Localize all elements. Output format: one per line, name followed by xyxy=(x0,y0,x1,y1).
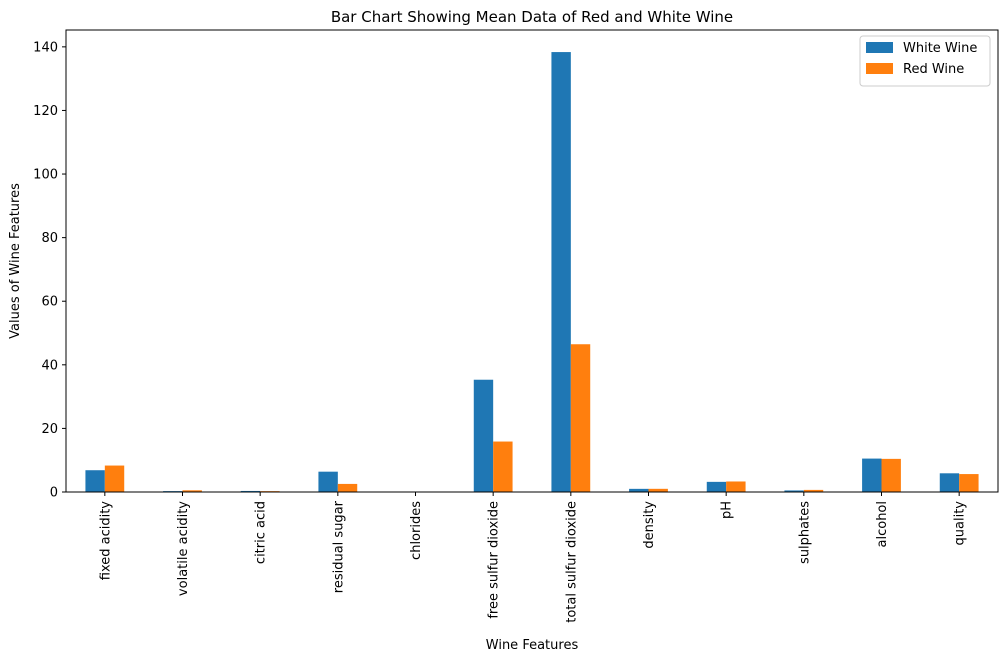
bar-red-wine-fixed-acidity xyxy=(104,465,125,492)
bar-red-wine-sulphates xyxy=(803,489,824,492)
bar-white-wine-sulphates xyxy=(784,490,804,492)
y-tick-label-80: 80 xyxy=(41,231,58,246)
x-tick-label-free-sulfur-dioxide: free sulfur dioxide xyxy=(487,501,502,619)
x-tick-label-alcohol: alcohol xyxy=(875,501,890,547)
y-axis: 0 20 40 60 80 100 120 140 xyxy=(33,40,66,501)
y-tick-label-60: 60 xyxy=(41,295,58,310)
legend-swatch-white-wine xyxy=(866,42,893,53)
y-tick-label-0: 0 xyxy=(50,486,58,501)
bar-white-wine-citric-acid xyxy=(240,490,261,492)
y-tick-label-20: 20 xyxy=(41,422,58,437)
bar-red-wine-alcohol xyxy=(881,458,901,492)
x-tick-label-ph: pH xyxy=(720,501,735,519)
bar-red-wine-free-sulfur-dioxide xyxy=(493,441,513,492)
bar-red-wine-density xyxy=(648,488,668,492)
bar-white-wine-residual-sugar xyxy=(318,471,338,492)
bar-red-wine-total-sulfur-dioxide xyxy=(570,344,591,492)
x-tick-label-citric-acid: citric acid xyxy=(254,501,269,564)
y-axis-label: Values of Wine Features xyxy=(8,183,23,339)
bars-group xyxy=(85,52,979,492)
bar-white-wine-fixed-acidity xyxy=(85,470,105,492)
legend-swatch-red-wine xyxy=(866,63,893,74)
bar-white-wine-free-sulfur-dioxide xyxy=(473,379,494,492)
x-axis: fixed acidity volatile acidity citric acid… xyxy=(98,492,968,623)
x-tick-label-residual-sugar: residual sugar xyxy=(331,500,346,593)
x-tick-label-fixed-acidity: fixed acidity xyxy=(98,501,113,581)
y-tick-label-100: 100 xyxy=(33,168,58,183)
bar-white-wine-ph xyxy=(706,481,727,492)
bar-red-wine-residual-sugar xyxy=(337,483,358,492)
legend-label-white-wine: White Wine xyxy=(903,41,977,56)
bar-white-wine-density xyxy=(629,488,649,492)
y-tick-label-140: 140 xyxy=(33,40,58,55)
x-tick-label-total-sulfur-dioxide: total sulfur dioxide xyxy=(564,501,579,623)
x-tick-label-chlorides: chlorides xyxy=(409,501,424,560)
bar-white-wine-total-sulfur-dioxide xyxy=(551,52,571,492)
bar-white-wine-quality xyxy=(939,473,960,492)
y-tick-label-120: 120 xyxy=(33,104,58,119)
legend: White Wine Red Wine xyxy=(859,35,991,87)
bar-red-wine-ph xyxy=(726,481,746,492)
y-tick-label-40: 40 xyxy=(41,358,58,373)
x-tick-label-sulphates: sulphates xyxy=(797,501,812,564)
x-axis-label: Wine Features xyxy=(486,638,579,653)
bar-red-wine-quality xyxy=(959,474,979,492)
x-tick-label-quality: quality xyxy=(953,501,968,546)
chart-title: Bar Chart Showing Mean Data of Red and W… xyxy=(331,8,733,26)
legend-label-red-wine: Red Wine xyxy=(903,62,964,77)
x-tick-label-volatile-acidity: volatile acidity xyxy=(176,501,191,596)
x-tick-label-density: density xyxy=(642,501,657,549)
bar-red-wine-volatile-acidity xyxy=(182,490,202,492)
plot-frame xyxy=(65,29,999,493)
bar-white-wine-alcohol xyxy=(862,458,882,492)
